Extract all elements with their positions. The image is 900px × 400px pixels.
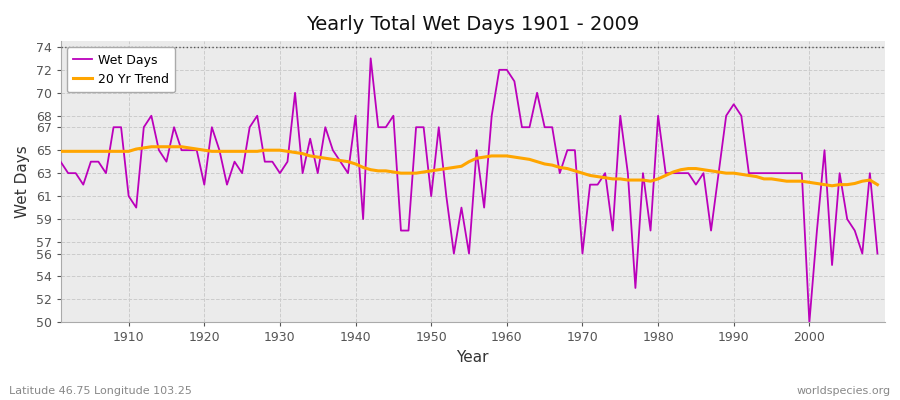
X-axis label: Year: Year xyxy=(456,350,489,365)
Legend: Wet Days, 20 Yr Trend: Wet Days, 20 Yr Trend xyxy=(67,47,176,92)
20 Yr Trend xyxy=(599,175,610,180)
Wet Days xyxy=(509,79,520,84)
20 Yr Trend xyxy=(872,182,883,187)
Title: Yearly Total Wet Days 1901 - 2009: Yearly Total Wet Days 1901 - 2009 xyxy=(306,15,639,34)
Line: 20 Yr Trend: 20 Yr Trend xyxy=(60,147,877,186)
20 Yr Trend xyxy=(827,183,838,188)
Wet Days xyxy=(282,159,292,164)
20 Yr Trend xyxy=(501,154,512,158)
Wet Days xyxy=(501,68,512,72)
20 Yr Trend xyxy=(290,150,301,155)
Text: Latitude 46.75 Longitude 103.25: Latitude 46.75 Longitude 103.25 xyxy=(9,386,192,396)
Wet Days xyxy=(328,148,338,152)
Wet Days xyxy=(365,56,376,61)
Y-axis label: Wet Days: Wet Days xyxy=(15,145,30,218)
Wet Days xyxy=(804,320,814,325)
Line: Wet Days: Wet Days xyxy=(60,58,877,322)
20 Yr Trend xyxy=(55,149,66,154)
Wet Days xyxy=(55,159,66,164)
Wet Days xyxy=(872,251,883,256)
20 Yr Trend xyxy=(116,149,127,154)
20 Yr Trend xyxy=(146,144,157,149)
Wet Days xyxy=(599,171,610,176)
Text: worldspecies.org: worldspecies.org xyxy=(796,386,891,396)
20 Yr Trend xyxy=(509,155,520,160)
20 Yr Trend xyxy=(335,158,346,163)
Wet Days xyxy=(116,125,127,130)
